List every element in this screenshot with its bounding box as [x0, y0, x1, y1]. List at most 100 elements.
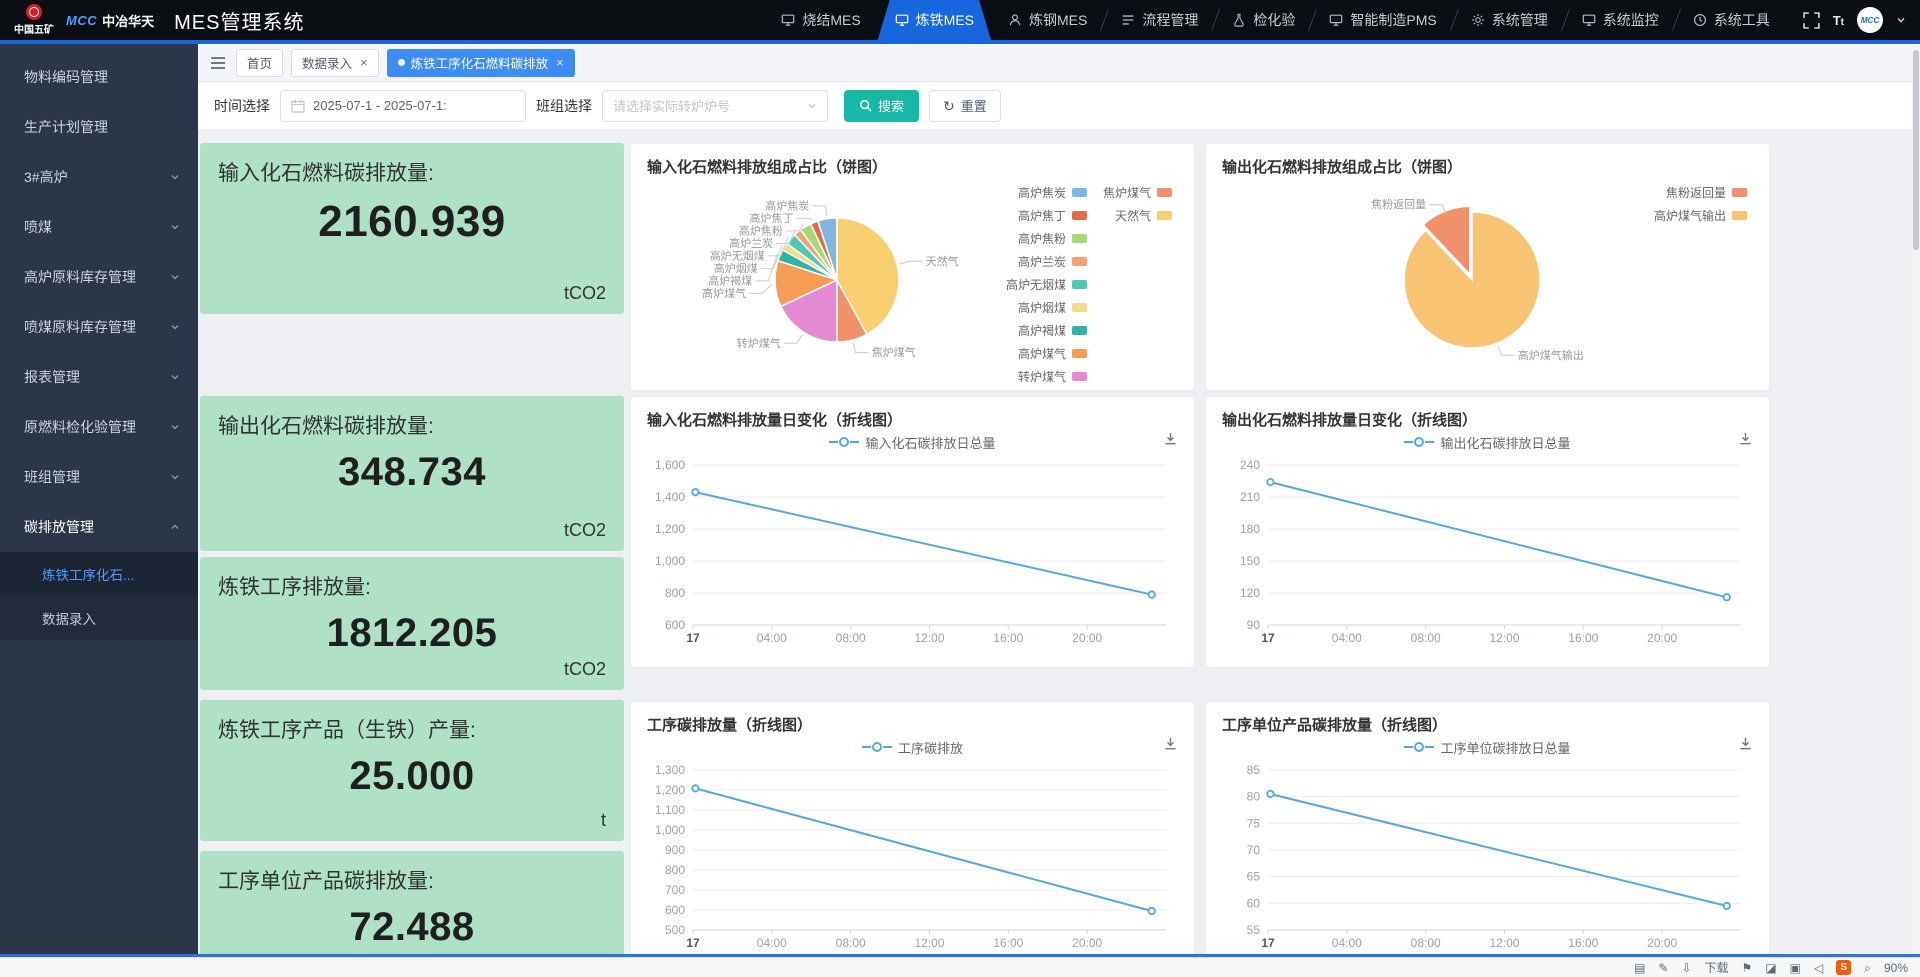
date-range-input[interactable]: 2025-07-1 - 2025-07-1: — [280, 89, 526, 122]
avatar[interactable]: MCC — [1857, 7, 1883, 33]
legend-row: 输入化石碳排放日总量 — [647, 429, 1178, 455]
stat-unit: tCO2 — [563, 283, 606, 303]
sidebar-item[interactable]: 碳排放管理 — [0, 502, 198, 552]
close-icon[interactable]: × — [556, 55, 564, 70]
main-area: 首页 数据录入 × 炼铁工序化石燃料碳排放 × 时间选择 2025-07-1 - 202… — [198, 44, 1920, 954]
line-chart[interactable]: 500 600 700 800 900 1,000 1,100 1,200 1,300 17 04:… — [647, 760, 1178, 954]
tab-list: 首页 数据录入 × 炼铁工序化石燃料碳排放 × — [236, 48, 575, 77]
pie-slice[interactable] — [779, 278, 838, 343]
sidebar-item[interactable]: 班组管理 — [0, 452, 198, 502]
nav-tab[interactable]: 系统工具 — [1676, 0, 1787, 40]
page-tab[interactable]: 炼铁工序化石燃料碳排放 × — [386, 48, 575, 77]
search-button[interactable]: 搜索 — [844, 89, 920, 122]
nav-tab[interactable]: 炼钢MES — [991, 0, 1104, 40]
sidebar-item[interactable]: 高炉原料库存管理 — [0, 252, 198, 302]
line-chart[interactable]: 600 800 1,000 1,200 1,400 1,600 17 04:00 08:00 12… — [647, 455, 1178, 663]
chart-card: 输入化石燃料排放量日变化（折线图） 输入化石碳排放日总量 600 800 1,000 1,… — [630, 396, 1195, 668]
sidebar-item[interactable]: 原燃料检化验管理 — [0, 402, 198, 452]
svg-text:高炉无烟煤: 高炉无烟煤 — [710, 248, 765, 262]
flag-icon[interactable]: ⚑ — [1741, 960, 1753, 975]
legend-item[interactable]: 高炉煤气 — [1006, 345, 1087, 362]
menu-collapse-icon[interactable] — [210, 56, 226, 70]
legend-item[interactable]: 转炉煤气 — [1006, 368, 1087, 385]
chevron-down-icon[interactable] — [1896, 15, 1906, 25]
svg-text:70: 70 — [1247, 843, 1261, 857]
svg-text:20:00: 20:00 — [1647, 631, 1677, 645]
legend-item[interactable]: 高炉烟煤 — [1006, 299, 1087, 316]
sidebar-submenu: 炼铁工序化石... 数据录入 — [0, 552, 198, 640]
legend-label: 天然气 — [1114, 209, 1151, 223]
legend-swatch — [1071, 234, 1087, 243]
panel-icon[interactable]: ▤ — [1634, 960, 1646, 975]
dashboard-content: 输入化石燃料碳排放量: 2160.939 tCO2 输出化石燃料碳排放量: 348.73… — [198, 130, 1920, 954]
legend-item[interactable]: 高炉褐煤 — [1006, 322, 1087, 339]
eraser-icon[interactable]: ◪ — [1765, 960, 1777, 975]
fullscreen-icon[interactable] — [1803, 11, 1820, 29]
page-tab[interactable]: 首页 — [236, 48, 284, 77]
clock-icon — [1693, 13, 1707, 27]
pie-slice[interactable] — [836, 217, 900, 336]
sidebar-subitem[interactable]: 炼铁工序化石... — [0, 552, 198, 596]
brand-company-text: 中冶华天 — [102, 13, 155, 29]
pie-chart[interactable]: 高炉焦炭 高炉焦丁 高炉焦粉 高炉兰炭 高炉无烟煤 高炉烟煤 高炉褐煤 高炉煤气 转炉煤气 天然气… — [647, 176, 1178, 386]
line-chart[interactable]: 55 60 65 70 75 80 85 17 04:00 08:00 12:00 16:00 20:0… — [1222, 760, 1753, 954]
download-icon[interactable] — [1163, 736, 1178, 751]
speaker-icon[interactable]: ◁ — [1814, 960, 1824, 975]
nav-tab[interactable]: 系统监控 — [1565, 0, 1676, 40]
group-select[interactable]: 请选择实际转炉炉号 — [602, 89, 828, 122]
nav-tab[interactable]: 检化验 — [1215, 0, 1312, 40]
legend-item[interactable]: 高炉焦炭 — [1006, 184, 1087, 201]
sidebar-item[interactable]: 报表管理 — [0, 352, 198, 402]
chart-legend[interactable]: 输出化石碳排放日总量 — [1404, 433, 1571, 452]
reset-button[interactable]: ↻ 重置 — [929, 89, 1001, 122]
stat-value: 2160.939 — [318, 197, 506, 246]
legend-item[interactable]: 高炉兰炭 — [1006, 253, 1087, 270]
nav-tab[interactable]: 流程管理 — [1104, 0, 1215, 40]
sidebar-item[interactable]: 喷煤原料库存管理 — [0, 302, 198, 352]
svg-text:高炉烟煤: 高炉烟煤 — [714, 261, 758, 275]
doc-icon[interactable]: ▣ — [1789, 960, 1801, 975]
stat-card: 工序单位产品碳排放量: 72.488 — [200, 851, 624, 954]
pie-chart[interactable]: 焦粉返回量高炉煤气输出 焦粉返回量高炉煤气输出 — [1222, 176, 1753, 386]
chart-legend[interactable]: 工序碳排放 — [861, 738, 963, 757]
sidebar-item[interactable]: 3#高炉 — [0, 152, 198, 202]
legend-item[interactable]: 焦炉煤气 — [1103, 184, 1172, 201]
page-tab[interactable]: 数据录入 × — [291, 48, 379, 77]
nav-tab[interactable]: 智能制造PMS — [1312, 0, 1453, 40]
svg-text:20:00: 20:00 — [1072, 936, 1102, 950]
legend-column: 焦粉返回量高炉煤气输出 — [1654, 184, 1747, 224]
ime-badge[interactable]: S — [1836, 960, 1852, 975]
font-size-icon[interactable]: Tt — [1832, 12, 1844, 28]
legend-item[interactable]: 高炉煤气输出 — [1654, 207, 1747, 224]
legend-item[interactable]: 高炉无烟煤 — [1006, 276, 1087, 293]
chart-legend[interactable]: 工序单位碳排放日总量 — [1404, 738, 1571, 757]
zoom-icon[interactable]: ⌕ — [1864, 960, 1871, 975]
svg-text:90: 90 — [1247, 618, 1261, 632]
sidebar-item[interactable]: 喷煤 — [0, 202, 198, 252]
svg-text:65: 65 — [1247, 870, 1261, 884]
download-icon[interactable] — [1163, 431, 1178, 446]
scrollbar-thumb[interactable] — [1913, 50, 1919, 250]
legend-item[interactable]: 焦粉返回量 — [1654, 184, 1747, 201]
chart-legend[interactable]: 输入化石碳排放日总量 — [829, 433, 996, 452]
line-chart[interactable]: 90 120 150 180 210 240 17 04:00 08:00 12:00 16:00 2… — [1222, 455, 1753, 663]
pie-slice[interactable] — [1403, 211, 1541, 349]
close-icon[interactable]: × — [360, 55, 368, 70]
nav-tab[interactable]: 系统管理 — [1454, 0, 1565, 40]
sidebar-item[interactable]: 物料编码管理 — [0, 52, 198, 102]
pen-icon[interactable]: ✎ — [1658, 960, 1669, 975]
download-icon[interactable] — [1738, 431, 1753, 446]
sidebar-subitem[interactable]: 数据录入 — [42, 612, 96, 627]
sidebar-item[interactable]: 生产计划管理 — [0, 102, 198, 152]
legend-item[interactable]: 天然气 — [1103, 207, 1172, 224]
svg-text:600: 600 — [665, 903, 685, 917]
nav-tab[interactable]: 炼铁MES — [878, 0, 991, 40]
legend-item[interactable]: 高炉焦粉 — [1006, 230, 1087, 247]
nav-tab[interactable]: 烧结MES — [764, 0, 877, 40]
legend-item[interactable]: 高炉焦丁 — [1006, 207, 1087, 224]
scrollbar[interactable] — [1912, 44, 1920, 954]
download-icon[interactable]: ⇩ — [1681, 960, 1692, 975]
download-icon[interactable] — [1738, 736, 1753, 751]
chart-card: 输出化石燃料排放量日变化（折线图） 输出化石碳排放日总量 90 120 150 180 21… — [1205, 396, 1770, 668]
svg-text:12:00: 12:00 — [1489, 936, 1519, 950]
